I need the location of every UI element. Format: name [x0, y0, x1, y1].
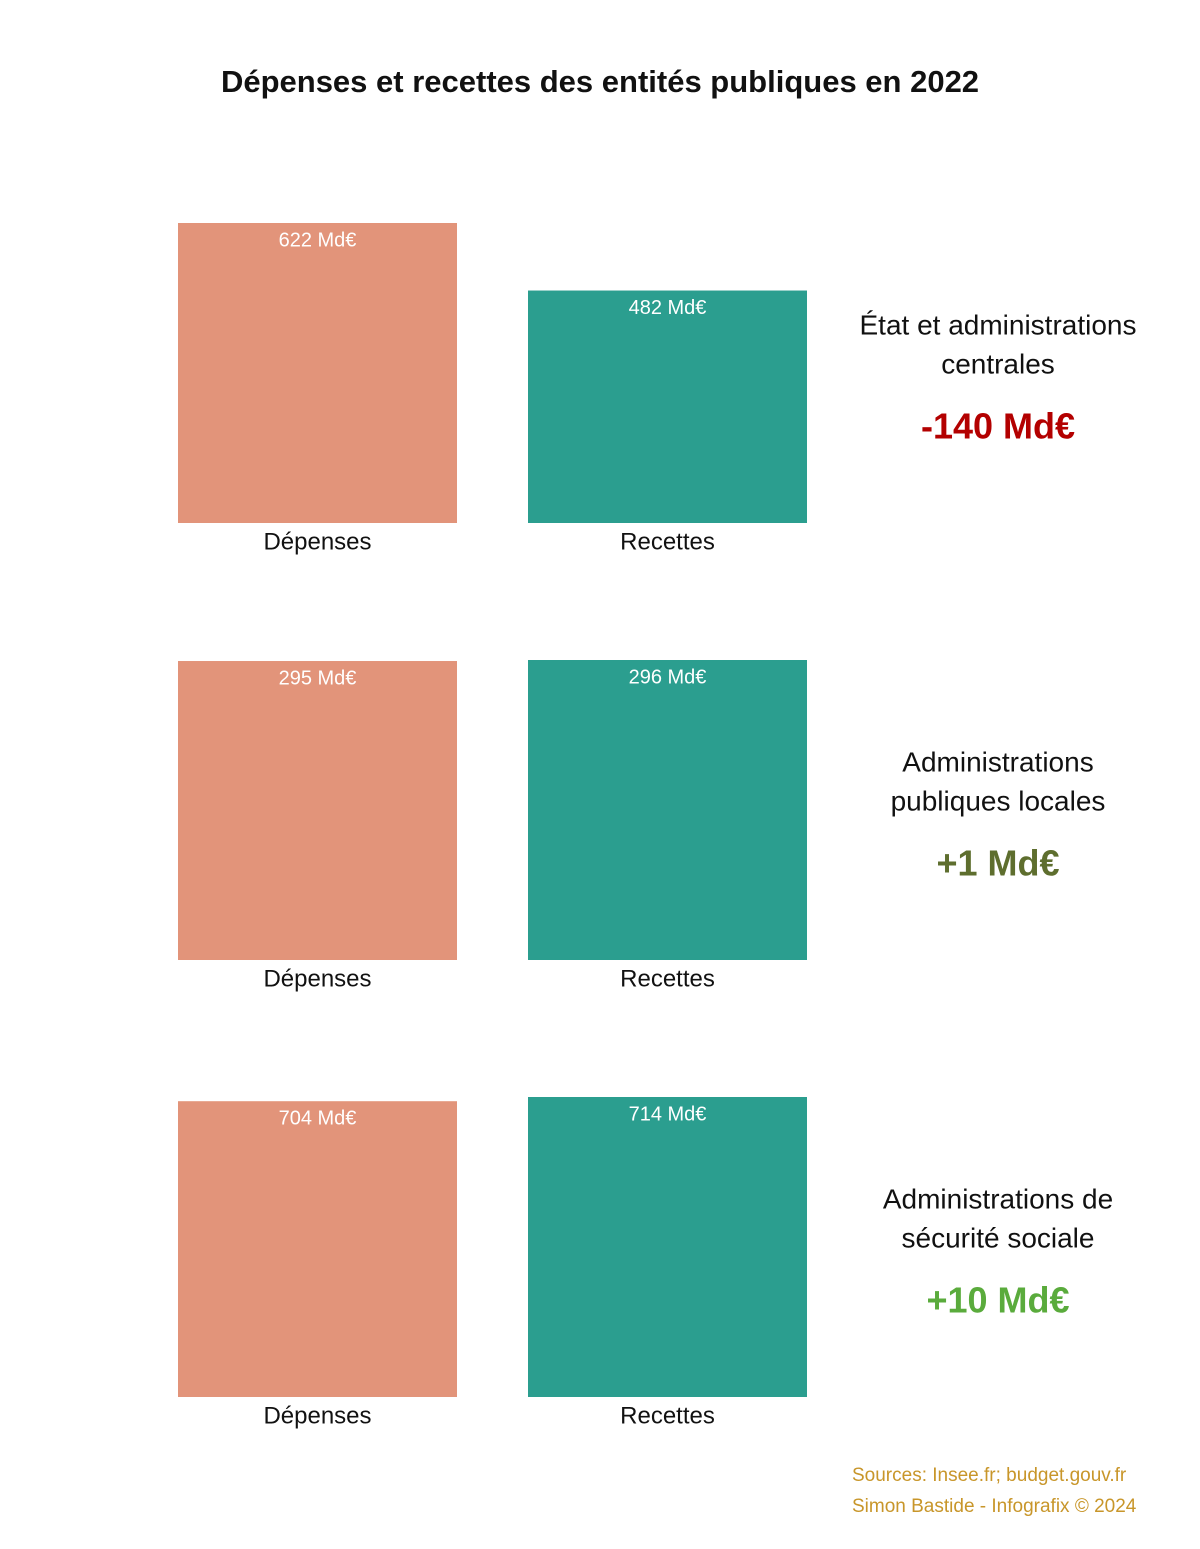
bar: [178, 1101, 457, 1397]
category-label: Dépenses: [263, 1402, 371, 1429]
balance: +1 Md€: [936, 843, 1059, 884]
bar: [528, 1097, 807, 1397]
panel-label: centrales: [941, 348, 1055, 379]
balance: -140 Md€: [921, 406, 1075, 447]
bar: [178, 223, 457, 523]
category-label: Dépenses: [263, 965, 371, 992]
bar: [528, 290, 807, 523]
value-label: 482 Md€: [629, 297, 707, 319]
bar: [178, 661, 457, 960]
panel-label: État et administrations: [859, 309, 1136, 340]
category-label: Recettes: [620, 1402, 715, 1429]
value-label: 296 Md€: [629, 666, 707, 688]
source: Sources: Insee.fr; budget.gouv.fr: [852, 1465, 1127, 1486]
panel-label: publiques locales: [891, 785, 1106, 816]
category-label: Recettes: [620, 528, 715, 555]
chart-title: Dépenses et recettes des entités publiqu…: [221, 64, 979, 99]
value-label: 622 Md€: [279, 229, 357, 251]
panel-label: sécurité sociale: [902, 1222, 1095, 1253]
value-label: 714 Md€: [629, 1103, 707, 1125]
category-label: Recettes: [620, 965, 715, 992]
value-label: 704 Md€: [279, 1107, 357, 1129]
credit: Simon Bastide - Infografix © 2024: [852, 1496, 1137, 1517]
value-label: 295 Md€: [279, 667, 357, 689]
category-label: Dépenses: [263, 528, 371, 555]
panel-label: Administrations: [902, 746, 1093, 777]
bar: [528, 660, 807, 960]
balance: +10 Md€: [926, 1280, 1069, 1321]
panel-label: Administrations de: [883, 1183, 1113, 1214]
